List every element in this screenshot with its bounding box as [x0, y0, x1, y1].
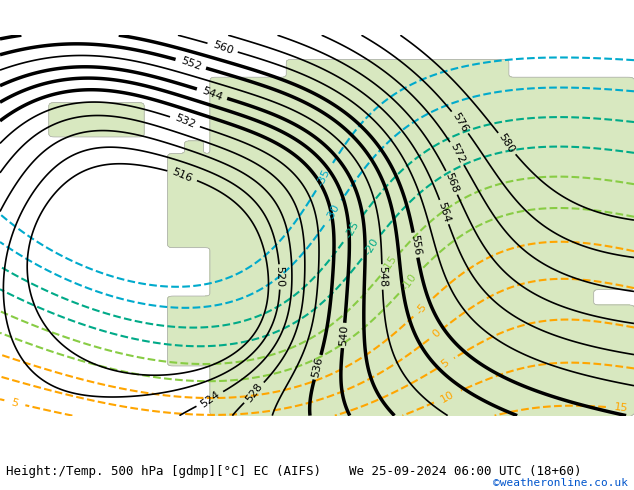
Text: 568: 568	[443, 171, 460, 195]
Text: 5: 5	[10, 397, 20, 409]
Text: 580: 580	[497, 132, 517, 155]
Text: 556: 556	[409, 234, 422, 256]
Text: We 25-09-2024 06:00 UTC (18+60): We 25-09-2024 06:00 UTC (18+60)	[349, 465, 581, 478]
Text: Height:/Temp. 500 hPa [gdmp][°C] EC (AIFS): Height:/Temp. 500 hPa [gdmp][°C] EC (AIF…	[6, 465, 321, 478]
Text: 10: 10	[439, 389, 456, 404]
Text: 532: 532	[173, 113, 197, 130]
Text: -30: -30	[324, 202, 342, 223]
Text: -25: -25	[343, 220, 361, 240]
Text: 564: 564	[436, 200, 452, 223]
Text: -35: -35	[316, 168, 332, 188]
Text: 548: 548	[377, 266, 387, 288]
Text: 0: 0	[430, 327, 443, 339]
Text: -20: -20	[363, 236, 380, 257]
Text: 560: 560	[211, 39, 234, 56]
Text: 5: 5	[439, 357, 451, 369]
Text: 528: 528	[243, 381, 264, 404]
Text: 572: 572	[448, 142, 466, 165]
Text: 516: 516	[171, 167, 194, 184]
Text: 576: 576	[450, 111, 470, 134]
Text: 540: 540	[338, 324, 349, 346]
Text: 544: 544	[200, 85, 224, 102]
Text: 552: 552	[179, 55, 202, 72]
Text: -5: -5	[415, 301, 429, 316]
Text: 524: 524	[198, 389, 221, 409]
Text: 520: 520	[275, 266, 285, 288]
Text: -10: -10	[400, 272, 419, 292]
Text: 536: 536	[311, 356, 325, 379]
Text: -15: -15	[381, 254, 399, 274]
Text: ©weatheronline.co.uk: ©weatheronline.co.uk	[493, 478, 628, 488]
Text: 15: 15	[614, 402, 629, 414]
